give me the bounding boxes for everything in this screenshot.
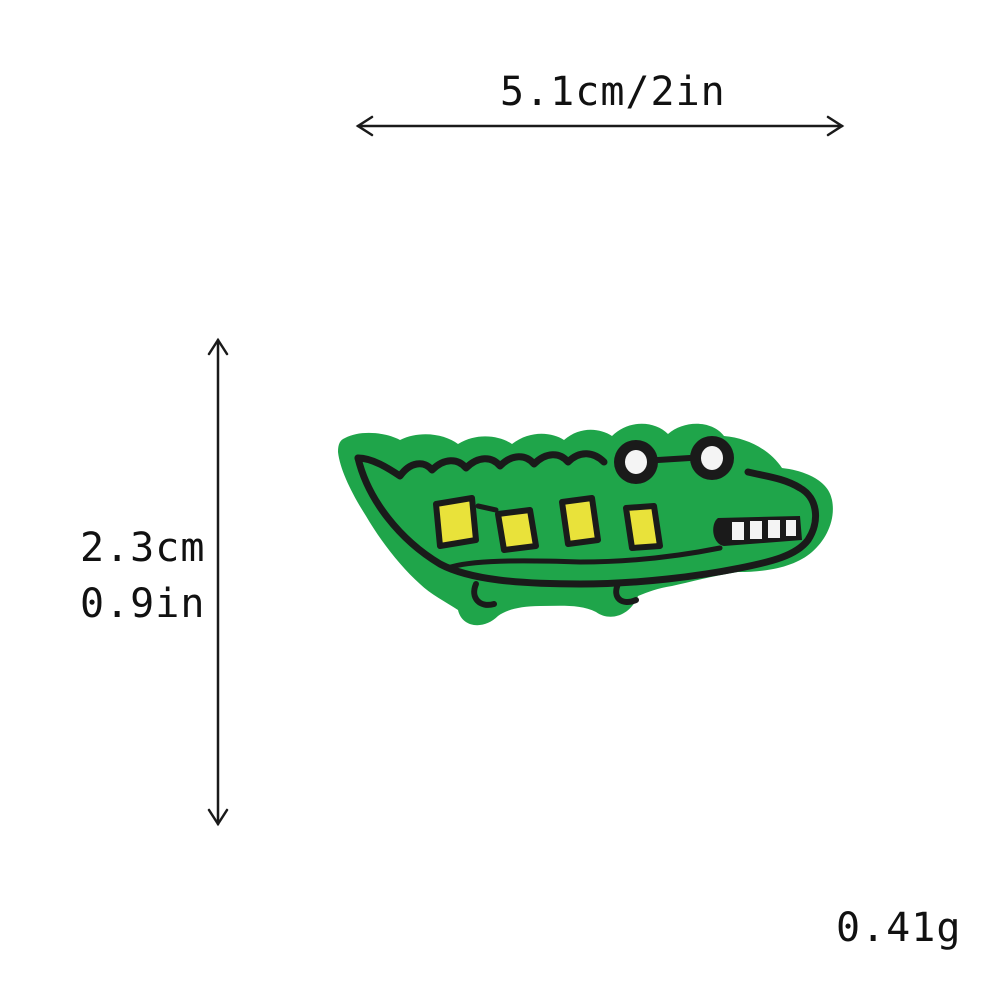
patch-front-foot xyxy=(613,581,639,605)
patch-belly-seam xyxy=(445,545,723,571)
width-arrow xyxy=(355,115,845,137)
patch-back-foot xyxy=(471,581,497,608)
patch-eyes xyxy=(614,436,734,484)
height-arrow xyxy=(207,337,229,827)
height-dimension-label-cm: 2.3cm xyxy=(80,525,206,571)
weight-label: 0.41g xyxy=(836,905,962,951)
patch-back-scales xyxy=(433,495,663,553)
height-dimension-label-in: 0.9in xyxy=(80,581,206,627)
patch-back-outline xyxy=(354,450,608,480)
width-dimension-label: 5.1cm/2in xyxy=(500,69,726,115)
patch-teeth xyxy=(713,516,802,546)
patch-body-outline xyxy=(354,454,820,588)
crocodile-patch-image xyxy=(338,423,833,626)
